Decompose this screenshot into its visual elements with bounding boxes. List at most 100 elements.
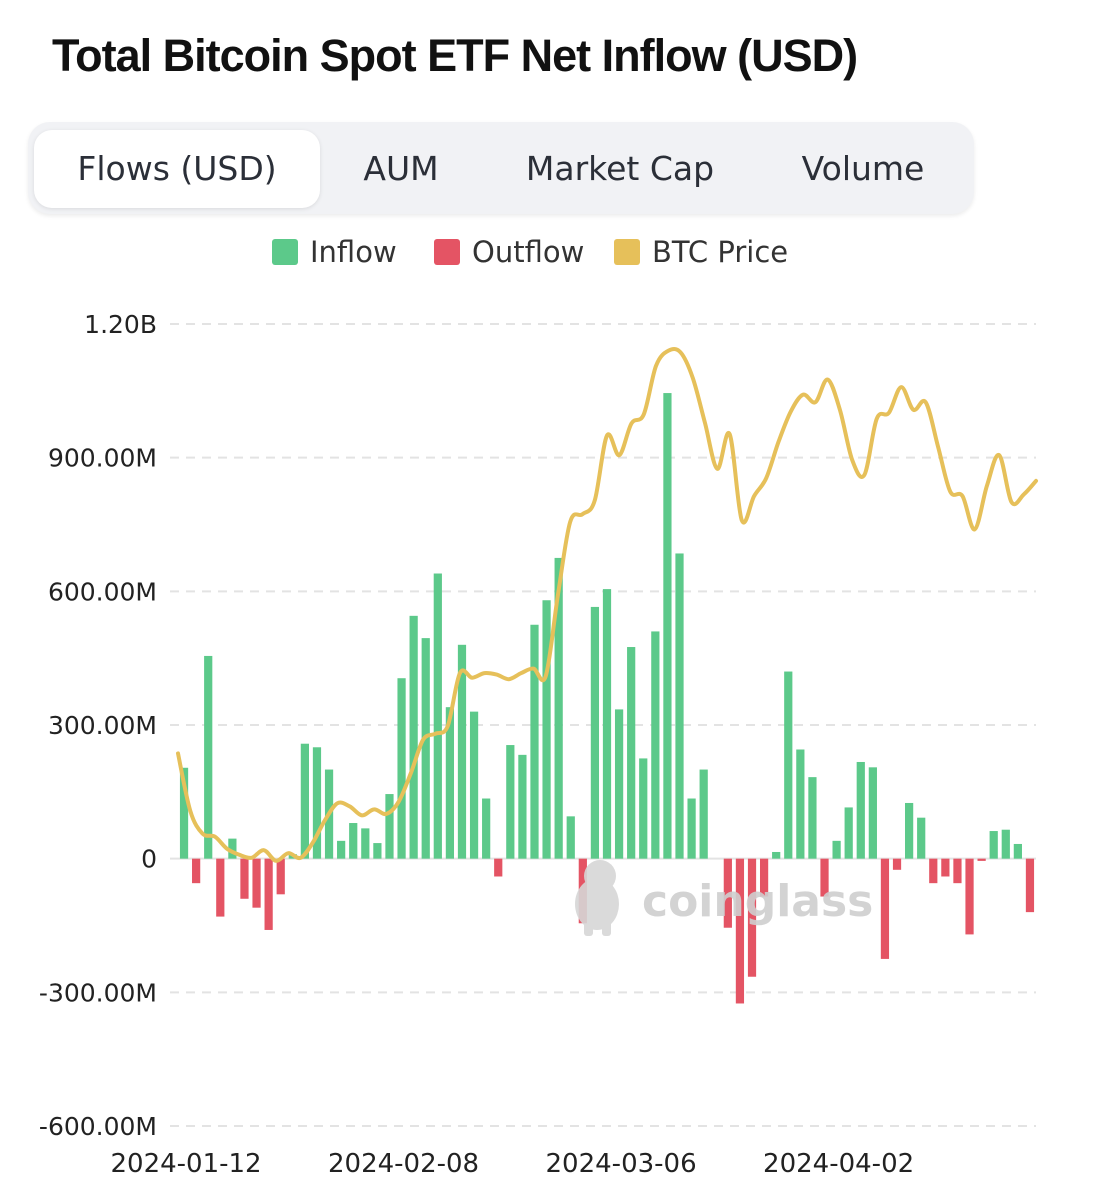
inflow-bar (868, 767, 877, 859)
outflow-bar (735, 858, 745, 1004)
y-tick-label: 600.00M (48, 577, 157, 606)
inflow-bar (566, 816, 575, 859)
inflow-bar (445, 707, 455, 859)
legend-item-outflow[interactable]: Outflow (434, 232, 584, 272)
chart-type-tabs: Flows (USD) AUM Market Cap Volume (28, 122, 974, 214)
outflow-bar (820, 858, 829, 897)
x-axis: 2024-01-12 2024-02-08 2024-03-06 2024-04-02 (110, 1149, 914, 1179)
inflow-bar (627, 647, 636, 859)
y-axis: 1.20B 900.00M 600.00M 300.00M 0 -300.00M -600.… (39, 310, 157, 1141)
outflow-bar (965, 858, 974, 935)
inflow-bar (1013, 843, 1022, 859)
y-tick-label: -300.00M (39, 978, 157, 1007)
inflow-bar (228, 838, 237, 859)
inflow-bar (518, 754, 527, 859)
inflow-bar (844, 807, 853, 859)
chart-legend: Inflow Outflow BTC Price (0, 232, 1113, 272)
outflow-bar (240, 858, 249, 899)
inflow-bar (337, 840, 346, 859)
inflow-bar (917, 817, 926, 859)
coinglass-watermark: coinglass (575, 860, 873, 936)
legend-swatch-btc-price (614, 239, 640, 265)
inflow-bar (687, 798, 696, 859)
inflow-bar (361, 828, 370, 859)
outflow-bar (723, 858, 732, 928)
inflow-bar (796, 749, 805, 859)
watermark-text: coinglass (642, 876, 873, 927)
outflow-bar (880, 858, 890, 959)
outflow-bar (252, 858, 261, 908)
inflow-bar (554, 557, 563, 859)
btc-price-line (176, 346, 1038, 863)
inflow-bar (506, 745, 515, 859)
inflow-bar (204, 655, 213, 859)
inflow-bar (179, 767, 189, 859)
inflow-bar (409, 615, 418, 859)
outflow-bar (892, 858, 902, 870)
inflow-bar (385, 794, 394, 859)
inflow-bar (832, 840, 841, 859)
outflow-bar (759, 858, 769, 897)
inflow-bar (675, 553, 684, 859)
inflow-bar (699, 769, 708, 859)
inflow-bar (590, 606, 600, 859)
outflow-bar (264, 858, 273, 930)
legend-swatch-outflow (434, 239, 460, 265)
inflow-bar (397, 678, 406, 859)
inflow-bar (1001, 829, 1010, 859)
inflow-bar (784, 671, 793, 859)
inflow-bar (421, 638, 430, 859)
inflow-bar (349, 823, 358, 859)
legend-label-outflow: Outflow (472, 235, 585, 269)
tab-volume[interactable]: Volume (801, 149, 925, 188)
inflow-bar (651, 631, 660, 859)
tab-flows-usd[interactable]: Flows (USD) (34, 130, 320, 208)
outflow-bar (953, 858, 962, 884)
x-tick-label: 2024-02-08 (328, 1149, 479, 1179)
inflow-bar (482, 798, 491, 859)
y-tick-label: 300.00M (48, 711, 157, 740)
x-tick-label: 2024-01-12 (110, 1149, 261, 1179)
inflow-bar (373, 843, 382, 859)
y-tick-label: 900.00M (48, 444, 157, 473)
outflow-bar (1025, 858, 1035, 913)
x-tick-label: 2024-03-06 (546, 1149, 697, 1179)
inflow-bar (542, 600, 551, 859)
y-tick-label: 0 (141, 845, 157, 874)
inflow-bar (808, 777, 817, 859)
inflow-bar (300, 743, 309, 859)
inflow-bar (530, 624, 539, 859)
inflow-bar (856, 761, 865, 859)
inflow-bar (772, 851, 781, 859)
tab-aum[interactable]: AUM (363, 149, 439, 188)
inflow-bar (639, 758, 648, 859)
x-tick-label: 2024-04-02 (763, 1149, 914, 1179)
legend-label-inflow: Inflow (310, 235, 397, 269)
inflow-bar (602, 589, 612, 859)
legend-item-inflow[interactable]: Inflow (272, 232, 397, 272)
y-tick-label: 1.20B (84, 310, 157, 339)
inflow-bar (457, 644, 467, 859)
y-tick-label: -600.00M (39, 1112, 157, 1141)
inflow-bar (663, 393, 672, 859)
inflow-bar (989, 831, 998, 859)
inflow-bar (614, 709, 624, 859)
outflow-bar (977, 858, 986, 861)
outflow-bar (494, 858, 503, 877)
legend-label-btc-price: BTC Price (652, 235, 789, 269)
outflow-bar (929, 858, 938, 884)
outflow-bar (192, 858, 201, 884)
page-title: Total Bitcoin Spot ETF Net Inflow (USD) (52, 30, 858, 81)
legend-swatch-inflow (272, 239, 298, 265)
inflow-bar (312, 747, 322, 859)
inflow-bar (905, 802, 914, 859)
outflow-bar (276, 858, 285, 895)
legend-item-btc-price[interactable]: BTC Price (614, 232, 788, 272)
coinglass-logo-icon (575, 860, 619, 936)
inflow-bar (433, 573, 442, 859)
flows-chart[interactable]: 1.20B 900.00M 600.00M 300.00M 0 -300.00M -600.… (0, 290, 1113, 1190)
tab-market-cap[interactable]: Market Cap (525, 149, 715, 188)
outflow-bar (941, 858, 950, 877)
outflow-bar (747, 858, 757, 977)
outflow-bar (216, 858, 225, 917)
